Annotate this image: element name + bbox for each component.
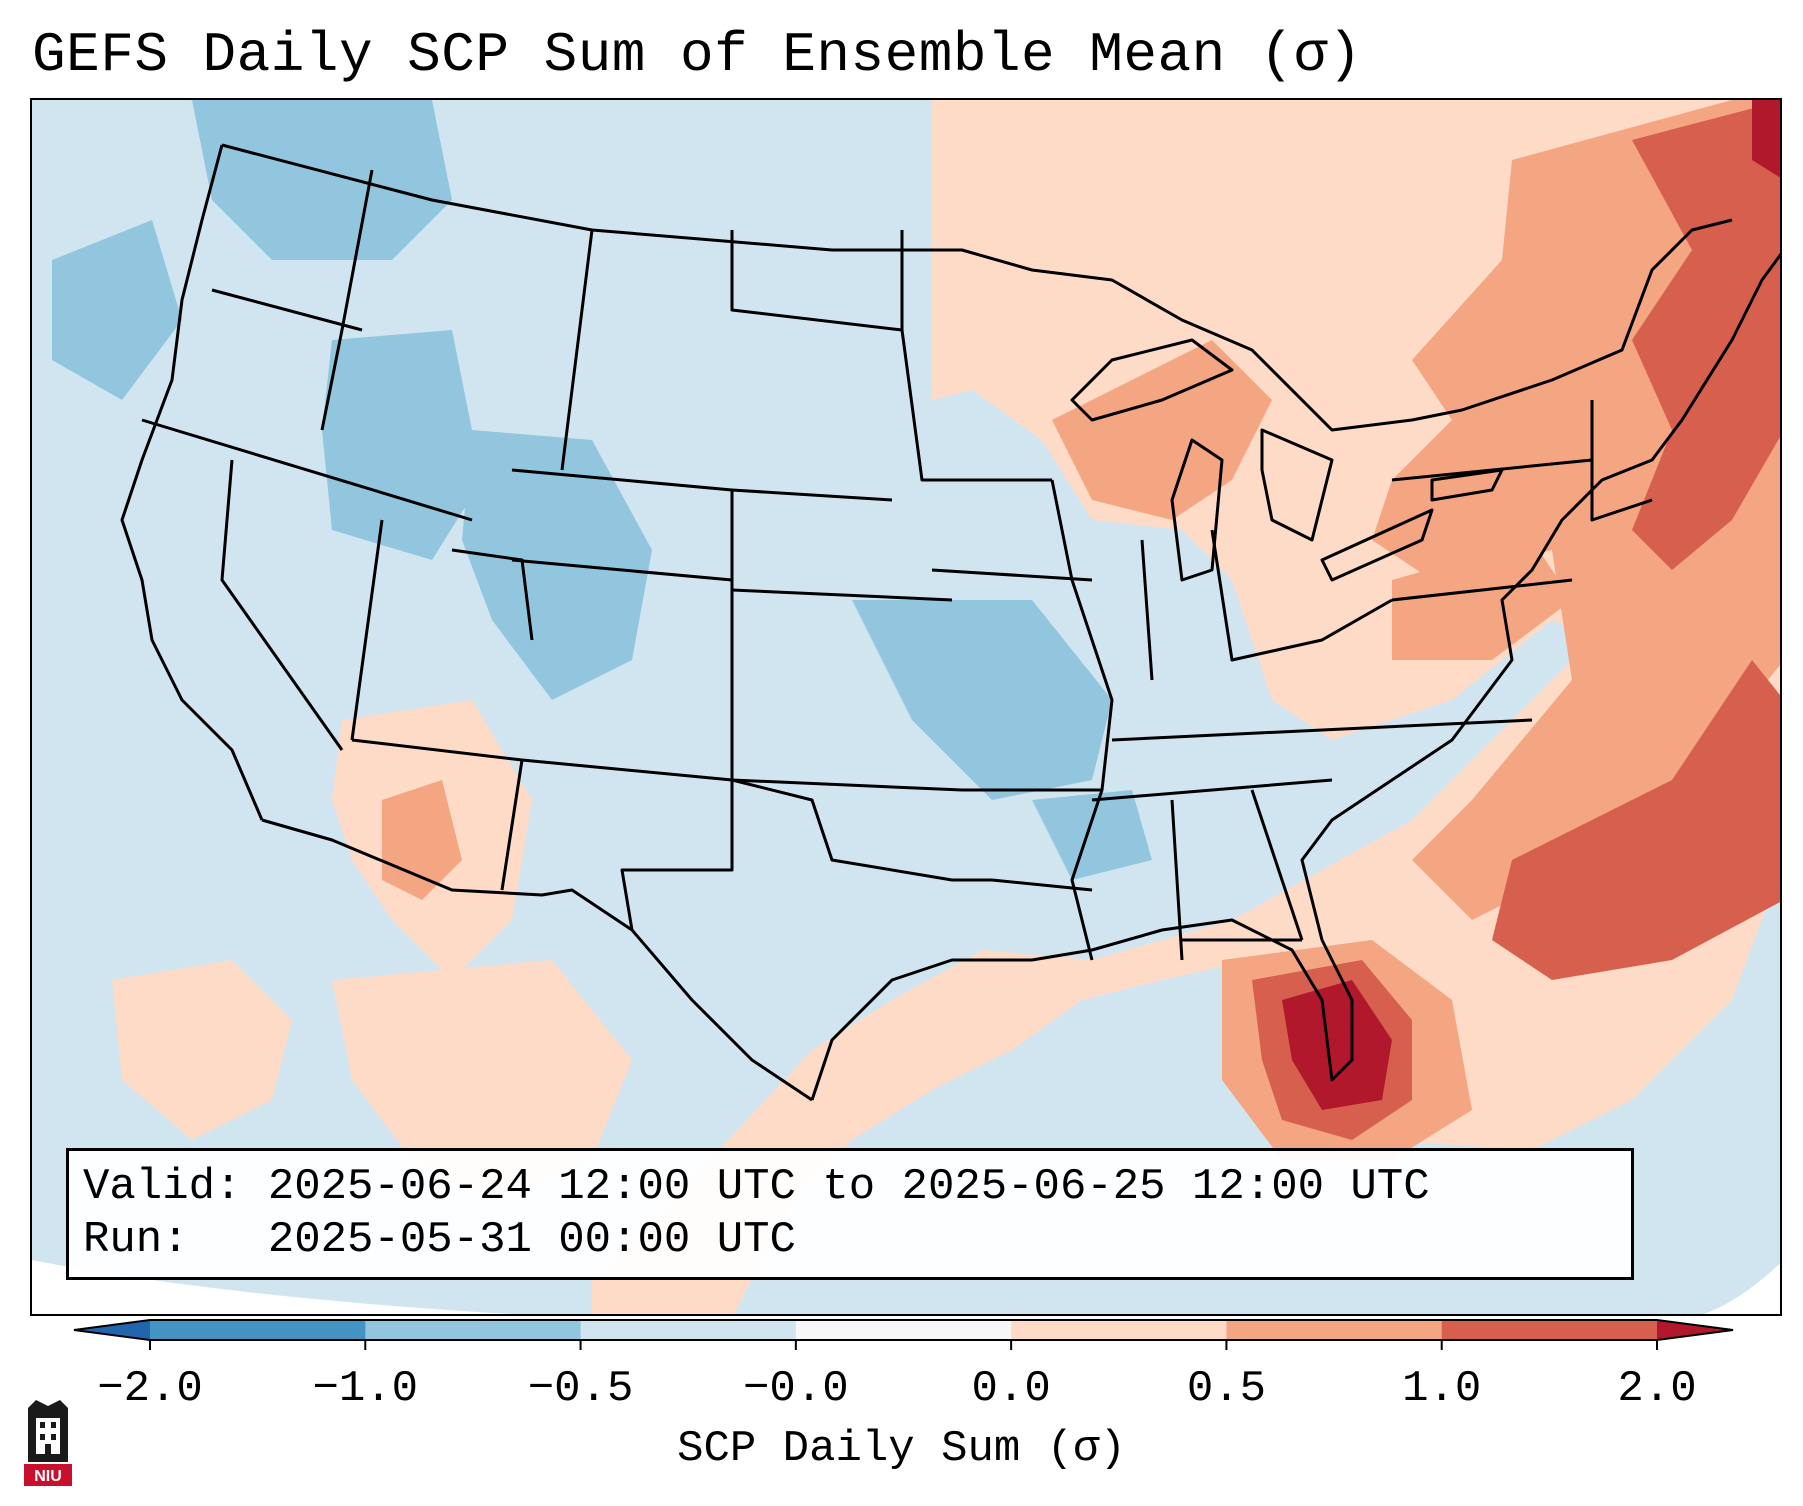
state-line-ms-al [1170, 799, 1184, 961]
state-line-pa-south [1391, 578, 1573, 602]
state-line-nv-ut [350, 519, 384, 741]
state-line-ne-ks [731, 588, 953, 602]
negative-anomaly-northwest [192, 100, 452, 260]
positive-anomaly-gulf-core [1282, 980, 1392, 1110]
pacific-coast [120, 144, 264, 821]
negative-anomaly-idaho [322, 330, 482, 560]
us-canada-border [221, 143, 1733, 432]
colorbar-under-arrow [74, 1320, 150, 1340]
colorbar-bin [1226, 1320, 1443, 1340]
colorbar-bin [795, 1320, 1012, 1340]
negative-anomaly-tennessee [1032, 790, 1152, 880]
colorbar-label: SCP Daily Sum (σ) [677, 1424, 1126, 1474]
state-line-id-mt [320, 169, 374, 431]
state-line-mn-ia [900, 329, 1052, 482]
state-line-tx-nm [620, 780, 734, 931]
colorbar-tick-label: −1.0 [312, 1364, 418, 1414]
colorbar-tick-label: 0.0 [972, 1364, 1051, 1414]
state-line-ar-la [991, 878, 1093, 892]
colorbar-tick-label: −0.0 [743, 1364, 849, 1414]
colorbar-bin [580, 1320, 797, 1340]
map-canvas [32, 100, 1780, 1314]
colorbar-tick-label: −2.0 [97, 1364, 203, 1414]
state-line-ky-tn [1111, 718, 1533, 742]
colorbar: −2.0 −1.0 −0.5 −0.0 0.0 0.5 1.0 2.0 [73, 1319, 1734, 1414]
positive-anomaly-northeast-core [1752, 100, 1780, 178]
colorbar-ticks: −2.0 −1.0 −0.5 −0.0 0.0 0.5 1.0 2.0 [97, 1340, 1697, 1414]
colorbar-tick-label: 0.5 [1187, 1364, 1266, 1414]
us-mexico-border [261, 818, 813, 1102]
positive-anomaly-northeast [1632, 101, 1780, 570]
state-line-wy [511, 468, 734, 582]
niu-logo: NIU [24, 1400, 72, 1486]
scp-anomaly-field [32, 100, 1780, 1314]
niu-logo-text: NIU [34, 1468, 62, 1485]
negative-anomaly-pacific-nw [52, 220, 182, 400]
positive-anomaly-mexico [332, 960, 632, 1200]
state-line-az-nm [500, 759, 524, 891]
state-boundaries [120, 143, 1780, 1102]
outside-domain-corner-right [1704, 1263, 1780, 1314]
run-time-line: Run: 2025-05-31 00:00 UTC [83, 1215, 796, 1265]
valid-run-info-box: Valid: 2025-06-24 12:00 UTC to 2025-06-2… [66, 1148, 1634, 1280]
colorbar-tick-label: −0.5 [528, 1364, 634, 1414]
colorbar-bin [1011, 1320, 1227, 1340]
state-line-tn-south [1091, 778, 1333, 802]
state-line-mt [560, 229, 594, 471]
lake-huron [1260, 428, 1334, 542]
colorbar-tick-label: 1.0 [1402, 1364, 1481, 1414]
state-line-al-ga [1250, 789, 1304, 941]
outside-domain-corner [32, 1260, 514, 1314]
state-line-ks-ok [731, 778, 963, 792]
state-line-mississippi-river [1050, 479, 1114, 961]
state-line-nv-ca [220, 459, 344, 751]
colorbar-bin [150, 1320, 366, 1340]
lake-superior [1070, 338, 1234, 422]
state-line-sd-ne [731, 488, 893, 502]
state-line-oh [1210, 529, 1393, 662]
lake-erie [1320, 508, 1434, 582]
state-line-nd-sd [730, 230, 904, 332]
chart-title: GEFS Daily SCP Sum of Ensemble Mean (σ) [32, 23, 1363, 87]
state-line-co-nm [521, 758, 733, 782]
colorbar-bins [150, 1320, 1658, 1340]
negative-anomaly-midwest [852, 600, 1112, 800]
atlantic-coast [1300, 252, 1780, 941]
valid-time-line: Valid: 2025-06-24 12:00 UTC to 2025-06-2… [83, 1162, 1430, 1212]
colorbar-bin [1441, 1320, 1658, 1340]
colorbar-tick-label: 2.0 [1617, 1364, 1696, 1414]
state-line-new-england [1590, 400, 1653, 522]
state-line-il-in [1140, 539, 1154, 681]
positive-anomaly-ohio-valley [1392, 540, 1572, 660]
state-line-ok-tx [731, 778, 992, 882]
state-line-wa-or [211, 288, 363, 332]
colorbar-bin [365, 1320, 582, 1340]
positive-anomaly-great-lakes [1052, 340, 1272, 520]
positive-anomaly-atlantic [1492, 660, 1780, 980]
gulf-coast [810, 918, 1354, 1101]
positive-anomaly-pacific [112, 960, 292, 1140]
state-line-ia-mo [931, 568, 1093, 582]
state-line-ut-az [351, 738, 523, 762]
state-line-or-ca-nv [141, 418, 473, 522]
lake-ontario [1430, 468, 1504, 502]
map-panel[interactable] [30, 98, 1782, 1316]
lake-michigan [1170, 438, 1224, 582]
colorbar-over-arrow [1657, 1320, 1733, 1340]
